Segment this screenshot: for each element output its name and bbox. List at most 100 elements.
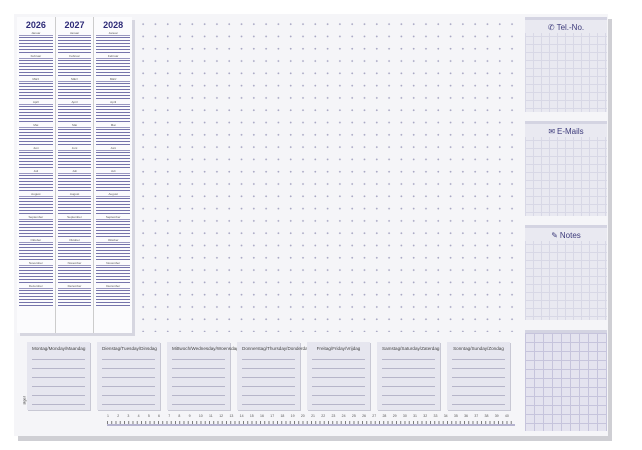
writing-line <box>242 360 295 369</box>
month-days <box>96 36 131 53</box>
calendar-month: März <box>19 78 53 99</box>
month-name: Januar <box>19 32 53 36</box>
writing-line <box>32 351 85 360</box>
ruler-label: 20 <box>300 414 305 418</box>
writing-line <box>452 396 505 405</box>
ruler-label: 29 <box>392 414 397 418</box>
month-name: Oktober <box>57 239 92 243</box>
ruler-label: 16 <box>260 414 264 418</box>
writing-line <box>242 369 295 378</box>
month-name: August <box>19 193 53 197</box>
month-days <box>19 220 53 237</box>
phone-icon: ✆ <box>547 23 555 32</box>
ruler-label: 34 <box>443 414 448 418</box>
month-days <box>19 243 53 260</box>
writing-line <box>102 360 155 369</box>
month-days <box>57 151 92 168</box>
writing-line <box>242 396 295 405</box>
ruler-label: 40 <box>504 414 509 418</box>
month-name: November <box>19 262 53 266</box>
calendar-month: August <box>57 193 92 214</box>
month-name: April <box>19 101 53 105</box>
writing-line <box>312 387 365 396</box>
calendar-month: März <box>96 78 131 99</box>
month-name: März <box>19 78 53 82</box>
calendar-month: Januar <box>57 32 92 53</box>
ruler-label: 35 <box>453 414 458 418</box>
month-name: Juli <box>96 170 131 174</box>
calendar-month: Juni <box>96 147 131 168</box>
writing-line <box>452 378 505 387</box>
writing-line <box>242 378 295 387</box>
writing-line <box>452 387 505 396</box>
month-name: September <box>57 216 92 220</box>
month-name: Dezember <box>96 285 131 289</box>
writing-line <box>312 369 365 378</box>
panel-title: E-Mails <box>557 127 584 136</box>
month-days <box>96 243 131 260</box>
month-days <box>96 220 131 237</box>
writing-line <box>242 351 295 360</box>
month-name: Januar <box>96 32 131 36</box>
year-label: 2026 <box>25 20 46 30</box>
ruler-label: 23 <box>331 414 336 418</box>
ruler-label: 30 <box>402 414 407 418</box>
month-days <box>19 128 53 145</box>
month-days <box>19 59 53 76</box>
month-name: Juli <box>19 170 53 174</box>
calendar-month: September <box>19 216 53 237</box>
calendar-month: August <box>19 193 53 214</box>
calendar-month: Juni <box>57 147 92 168</box>
calendar-month: März <box>57 78 92 99</box>
writing-line <box>32 378 85 387</box>
ruler-label: 31 <box>413 414 417 418</box>
weekday-box: Montag/Monday/Maandag <box>27 342 90 410</box>
writing-line <box>452 360 505 369</box>
weekday-box: Dienstag/Tuesday/Dinsdag <box>97 342 160 410</box>
ruler-label: 13 <box>229 414 234 418</box>
ruler-label: 37 <box>474 414 479 418</box>
ruler-label: 25 <box>351 414 356 418</box>
ruler-label: 3 <box>127 414 130 418</box>
month-days <box>57 36 92 53</box>
dot-grid-area <box>137 18 517 332</box>
month-days <box>96 105 131 122</box>
writing-line <box>32 360 85 369</box>
writing-line <box>382 369 435 378</box>
ruler-label: 18 <box>280 414 285 418</box>
writing-line <box>452 351 505 360</box>
weekday-label: Dienstag/Tuesday/Dinsdag <box>102 346 157 351</box>
month-name: Juni <box>19 147 53 151</box>
month-days <box>57 59 92 76</box>
month-days <box>96 174 131 191</box>
calendar-month: Juli <box>19 170 53 191</box>
writing-line <box>382 378 435 387</box>
calendar-month: April <box>19 101 53 122</box>
pencil-icon: ✎ <box>551 231 558 240</box>
month-name: Dezember <box>19 285 53 289</box>
brand-logo: sigel <box>21 396 27 405</box>
month-days <box>57 197 92 214</box>
writing-line <box>242 387 295 396</box>
ruler-label: 39 <box>494 414 499 418</box>
month-name: August <box>57 193 92 197</box>
calendar-month: Juni <box>19 147 53 168</box>
calendar-month: November <box>57 262 92 283</box>
weekday-box: Donnerstag/Thursday/Donderdag <box>237 342 310 410</box>
calendar-year-column: 2027 Januar Februar März April Mai Juni Juli Aug… <box>56 17 95 333</box>
calendar-month: Januar <box>96 32 131 53</box>
calendar-month: November <box>96 262 131 283</box>
weekday-box: Mittwoch/Wednesday/Woensdag <box>167 342 239 410</box>
ruler-label: 26 <box>362 414 366 418</box>
month-days <box>96 59 131 76</box>
month-name: Juli <box>57 170 92 174</box>
calendar-month: August <box>96 193 131 214</box>
month-name: Februar <box>96 55 131 59</box>
ruler-label: 10 <box>198 414 203 418</box>
month-days <box>57 105 92 122</box>
month-days <box>96 197 131 214</box>
ruler-label: 1 <box>107 414 109 418</box>
month-days <box>19 174 53 191</box>
calendar-month: Mai <box>57 124 92 145</box>
calendar-year-column: 2026 Januar Februar März April Mai Juni Juli Aug… <box>17 17 56 333</box>
